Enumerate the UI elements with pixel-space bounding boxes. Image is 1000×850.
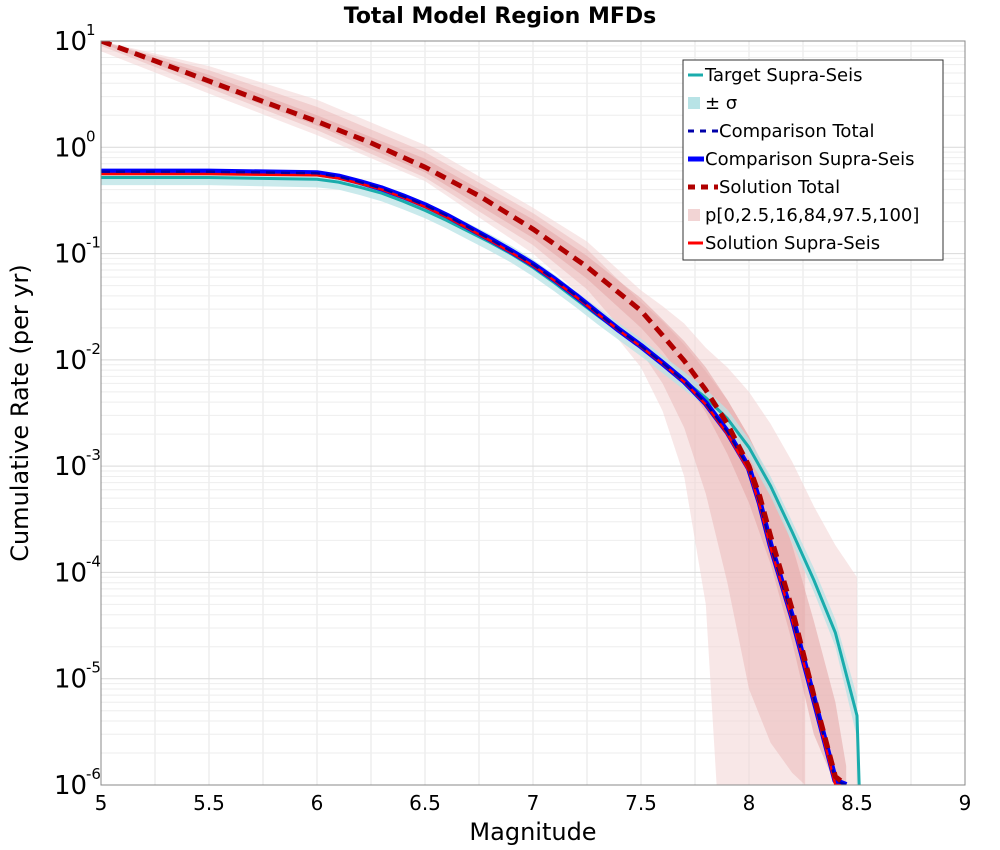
x-tick-label: 5 (95, 791, 108, 815)
y-tick-base: 10 (54, 346, 87, 376)
y-axis-label: Cumulative Rate (per yr) (6, 264, 34, 562)
legend-label: Target Supra-Seis (704, 65, 862, 86)
series-line-solution-total (101, 41, 848, 785)
band-p-2-5-97-5 (101, 41, 806, 785)
x-tick-label: 6 (311, 791, 324, 815)
y-tick-label: 10-2 (54, 340, 101, 376)
y-tick-exponent: -4 (86, 552, 101, 570)
y-tick-base: 10 (54, 558, 87, 588)
legend-item: p[0,2.5,16,84,97.5,100] (688, 205, 919, 226)
plot-area-border (100, 40, 966, 786)
y-tick-exponent: 0 (86, 127, 96, 145)
y-tick-exponent: -2 (86, 340, 101, 358)
legend-label: Comparison Total (719, 121, 875, 142)
y-tick-label: 10-6 (54, 765, 101, 801)
legend-item: Solution Total (688, 177, 840, 198)
legend-swatch (688, 97, 700, 109)
y-tick-label: 10-5 (54, 659, 101, 695)
chart-title: Total Model Region MFDs (344, 4, 657, 29)
x-tick-label: 7.5 (625, 791, 657, 815)
y-tick-base: 10 (54, 665, 87, 695)
y-tick-base: 10 (54, 133, 87, 163)
y-tick-label: 100 (54, 127, 96, 163)
y-tick-label: 101 (54, 21, 96, 57)
y-tick-base: 10 (54, 27, 87, 57)
x-tick-label: 8.5 (841, 791, 873, 815)
legend-item: Target Supra-Seis (688, 65, 862, 86)
y-tick-exponent: -6 (86, 765, 101, 783)
percentile-bands (101, 41, 857, 785)
legend-box (682, 59, 944, 261)
y-tick-exponent: -1 (86, 234, 101, 252)
y-tick-exponent: 1 (86, 21, 96, 39)
x-tick-label: 6.5 (409, 791, 441, 815)
legend-label: Solution Supra-Seis (705, 233, 880, 254)
x-tick-label: 5.5 (193, 791, 225, 815)
legend: Target Supra-Seis ± σ Comparison Total Comp… (682, 59, 944, 261)
x-axis-label: Magnitude (469, 818, 596, 846)
y-tick-exponent: -3 (86, 446, 101, 464)
legend-label: ± σ (705, 93, 737, 114)
series-lines (101, 41, 861, 785)
legend-label: Comparison Supra-Seis (705, 149, 915, 170)
x-tick-label: 7 (527, 791, 540, 815)
legend-label: p[0,2.5,16,84,97.5,100] (705, 205, 919, 226)
band-p-16-84 (101, 41, 847, 785)
y-tick-exponent: -5 (86, 659, 101, 677)
y-tick-base: 10 (54, 452, 87, 482)
legend-label: Solution Total (719, 177, 840, 198)
y-tick-label: 10-4 (54, 552, 101, 588)
y-tick-base: 10 (54, 771, 87, 801)
legend-item: Solution Supra-Seis (688, 233, 880, 254)
y-tick-label: 10-3 (54, 446, 101, 482)
x-tick-labels: 5 5.5 6 6.5 7 7.5 8 8.5 9 (95, 791, 972, 815)
legend-item: ± σ (688, 93, 737, 114)
legend-item: Comparison Total (688, 121, 875, 142)
x-tick-label: 9 (959, 791, 972, 815)
y-tick-label: 10-1 (54, 234, 101, 270)
legend-item: Comparison Supra-Seis (688, 149, 915, 170)
y-tick-base: 10 (54, 240, 87, 270)
legend-swatch (688, 209, 700, 221)
x-tick-label: 8 (743, 791, 756, 815)
